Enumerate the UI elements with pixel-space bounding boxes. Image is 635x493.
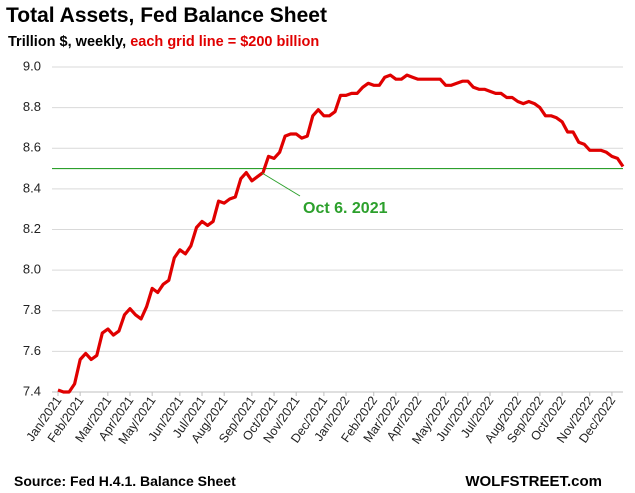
chart-title: Total Assets, Fed Balance Sheet: [6, 4, 327, 27]
y-tick-label: 7.4: [23, 383, 41, 398]
y-tick-label: 8.2: [23, 221, 41, 236]
subtitle-highlight: each grid line = $200 billion: [130, 34, 319, 50]
y-tick-label: 9.0: [23, 58, 41, 73]
annotation-leader: [261, 172, 301, 197]
plot-area: 7.47.67.88.08.28.48.68.89.0Jan/2021Feb/2…: [23, 58, 625, 447]
subtitle: Trillion $, weekly,: [8, 34, 130, 50]
y-tick-label: 7.6: [23, 343, 41, 358]
y-tick-label: 8.8: [23, 99, 41, 114]
y-tick-label: 8.4: [23, 180, 41, 195]
annotation: Oct 6. 2021: [303, 200, 388, 217]
y-tick-label: 8.0: [23, 262, 41, 277]
chart-subtitle: Trillion $, weekly, each grid line = $20…: [8, 34, 319, 50]
brand: WOLFSTREET.com: [465, 473, 602, 490]
y-tick-label: 8.6: [23, 140, 41, 155]
y-tick-label: 7.8: [23, 302, 41, 317]
data-line: [57, 73, 625, 394]
source: Source: Fed H.4.1. Balance Sheet: [14, 473, 236, 489]
